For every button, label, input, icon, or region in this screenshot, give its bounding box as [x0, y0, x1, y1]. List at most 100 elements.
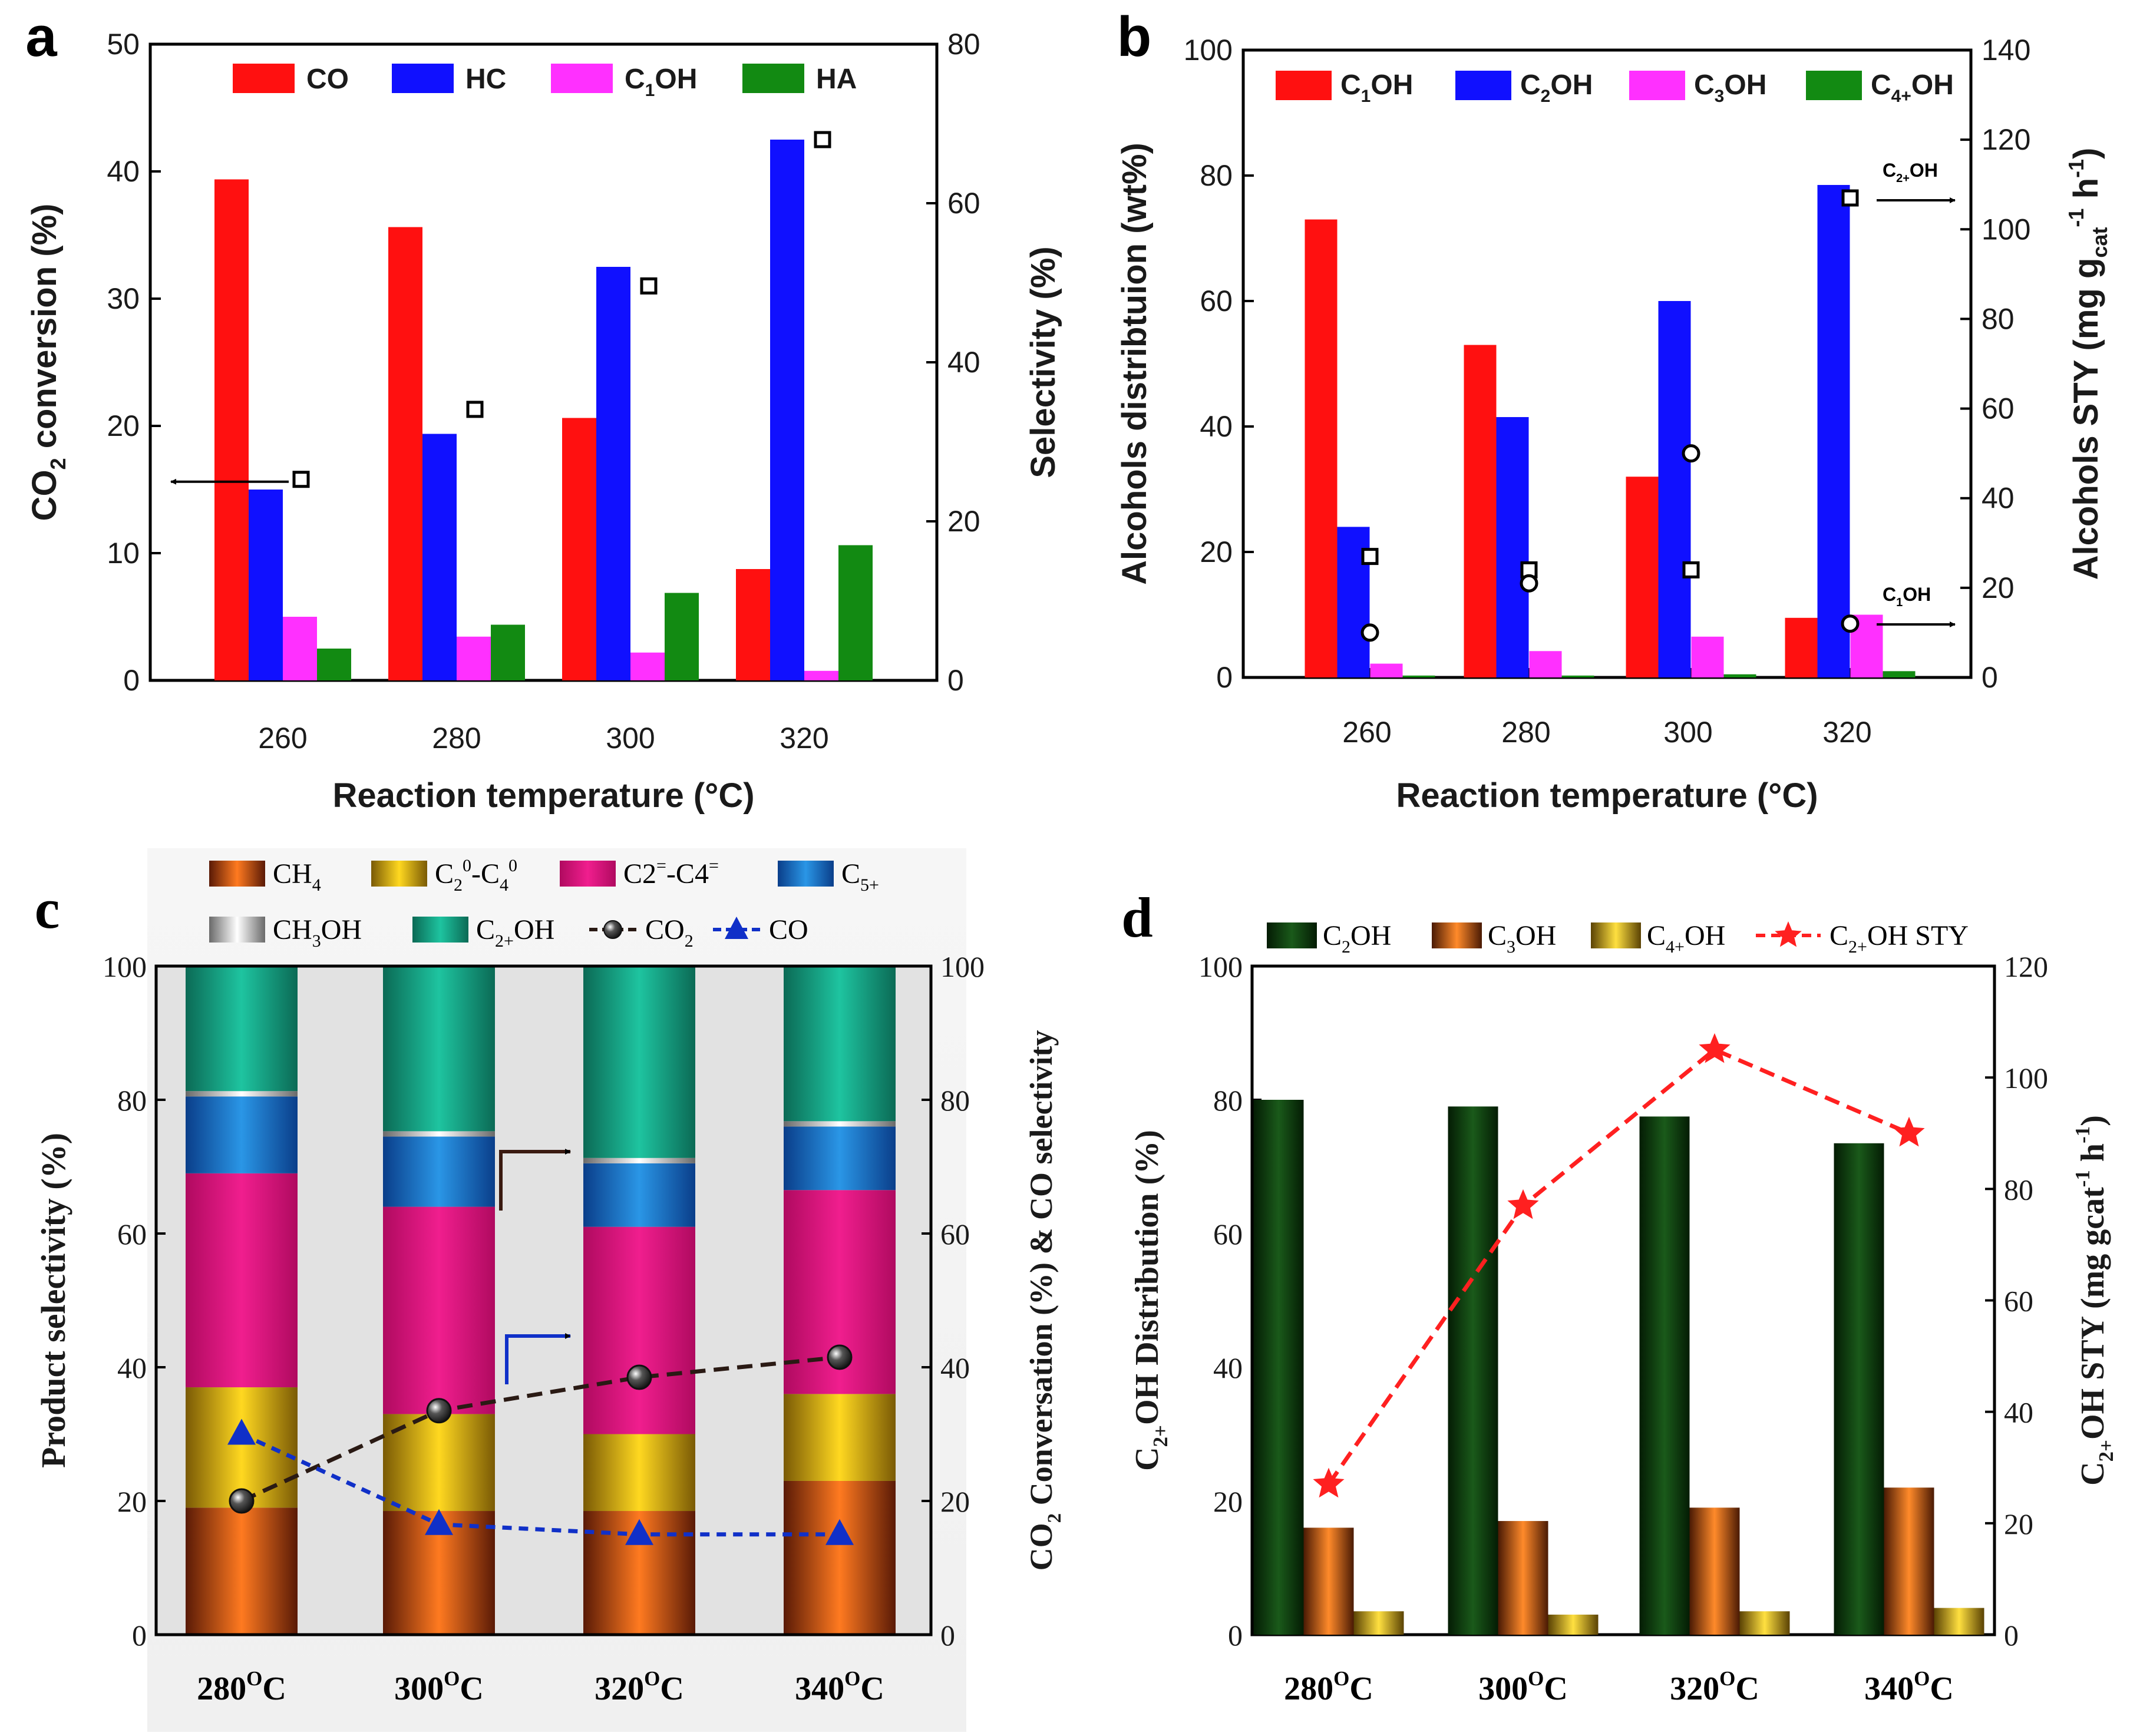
panel-b-xlabel: Reaction temperature (°C): [1396, 776, 1818, 815]
panel-a-conversion-point: [292, 471, 310, 488]
panel-a-bar-hc: [770, 140, 804, 680]
panel-d-legend-swatch: [1591, 922, 1641, 948]
panel-a-bar-ha: [491, 624, 525, 680]
panel-d-legend-sty-marker: [1775, 921, 1802, 947]
panel-b-c2oh-sty-point: [1682, 561, 1700, 578]
panel-d-sty-line: [1327, 1047, 1910, 1486]
panel-b-legend-label: C4+​OH: [1871, 70, 1954, 106]
panel-b-y2-label: 140: [1982, 34, 2030, 67]
panel-c-legend-swatch: [209, 861, 265, 887]
panel-a-x-tick-label: 280: [432, 722, 481, 755]
panel-c-stack-segment: [583, 1163, 695, 1227]
panel-a-y-label: 20: [107, 409, 140, 442]
panel-c-co2-line: [240, 1355, 840, 1503]
panel-d-y-tick-label: 100: [1198, 950, 1243, 983]
panel-a-y2-label: 80: [947, 28, 980, 61]
panel-d-sty-point: [1313, 1467, 1345, 1498]
panel-a-x-tick-label: 320: [780, 722, 828, 755]
panel-c-y-tick-label: 0: [132, 1619, 147, 1652]
panel-d-bar: [1689, 1507, 1740, 1635]
panel-a-bar-c1oh: [804, 670, 838, 680]
panel-c-y-tick-label: 40: [117, 1351, 147, 1384]
panel-b-bar: [1691, 636, 1724, 677]
panel-c-co-line: [240, 1432, 840, 1537]
panel-b-bar: [1561, 675, 1594, 677]
panel-c-co-point: [825, 1519, 854, 1545]
panel-d-x-tick-label: 320O​C: [1670, 1667, 1759, 1707]
panel-a-bar-ha: [665, 593, 699, 680]
panel-a: a 0 10 20 30 40 50 0 20 40 60 80 CO2​ conversion (%)…: [25, 5, 1062, 815]
panel-b-y-label: 20: [1200, 535, 1233, 568]
panel-a-bar-co: [214, 179, 249, 680]
panel-d-y2-tick-label: 0: [2004, 1619, 2019, 1652]
panel-c-stack-segment: [383, 1136, 495, 1207]
panel-a-y2-label: 0: [947, 664, 964, 697]
panel-c-frame: [154, 964, 933, 1636]
panel-c-stack-segment: [583, 1226, 695, 1434]
panel-a-y-label: 10: [107, 537, 140, 570]
panel-d-legend-label: C2​OH: [1323, 920, 1391, 957]
panel-c-co-point: [425, 1509, 453, 1535]
panel-b-c1oh-sty-point: [1682, 444, 1700, 463]
panel-c-y2-tick-label: 0: [940, 1619, 955, 1652]
panel-b-bar: [1496, 417, 1529, 677]
panel-b-y2-label: 20: [1982, 571, 2015, 604]
panel-label-b: b: [1117, 5, 1152, 68]
panel-a-legend-swatch: [551, 64, 613, 93]
panel-b-y-label: 60: [1200, 285, 1233, 318]
panel-d-legend-label: C4+​OH: [1647, 920, 1725, 957]
panel-a-bar-c1oh: [630, 652, 665, 680]
panel-d-bar: [1448, 1106, 1498, 1635]
panel-c-y-tick-label: 100: [103, 950, 147, 983]
panel-a-conversion-point: [466, 401, 484, 418]
panel-d-y-tick-label: 40: [1213, 1351, 1243, 1384]
panel-a-bar-hc: [422, 434, 457, 680]
panel-b-y2-label: 80: [1982, 302, 2015, 335]
panel-d-y2-tick-label: 20: [2004, 1507, 2033, 1540]
panel-a-conversion-point: [640, 277, 658, 295]
panel-c-stack-segment: [186, 1173, 298, 1388]
panel-b-c1oh-sty-point: [1360, 623, 1379, 642]
panel-c-y2-tick-label: 40: [940, 1351, 970, 1384]
panel-a-bar-ha: [317, 649, 351, 680]
panel-c-x-tick-label: 300O​C: [394, 1667, 484, 1707]
panel-d-y2-tick-label: 100: [2004, 1062, 2048, 1094]
panel-c-legend-label: CO2​: [645, 914, 694, 951]
panel-a-bar-co: [562, 418, 596, 680]
panel-c-co-point: [227, 1418, 256, 1445]
panel-d-sty-point: [1893, 1116, 1925, 1147]
panel-c-co2-point: [827, 1344, 853, 1370]
panel-c-y-tick-label: 80: [117, 1084, 147, 1117]
panel-c-co-arrow: [505, 1333, 571, 1384]
panel-label-a: a: [25, 5, 57, 68]
panel-b-legend-swatch: [1276, 71, 1332, 100]
panel-d-legend-swatch: [1432, 922, 1482, 948]
panel-c-y2label: CO2​ Conversation (%) & CO selectivity: [1023, 1030, 1065, 1571]
panel-c-legend-swatch: [412, 917, 468, 943]
panel-c-y-tick-label: 60: [117, 1218, 147, 1251]
panel-b-bar: [1785, 617, 1818, 677]
panel-a-bar-hc: [249, 490, 283, 680]
panel-a-bar-co: [736, 569, 770, 680]
panel-b-legend-label: C3​OH: [1694, 70, 1766, 106]
panel-c-stack-segment: [784, 1126, 896, 1191]
panel-b-y2-label: 120: [1982, 123, 2030, 156]
panel-b-x-tick-label: 300: [1663, 716, 1712, 749]
panel-d-legend-label: C3​OH: [1488, 920, 1556, 957]
panel-b-legend-swatch: [1455, 71, 1511, 100]
panel-a-legend-label: HC: [465, 64, 506, 95]
panel-d-sty-point: [1507, 1189, 1539, 1219]
panel-c-stack-segment: [583, 1434, 695, 1512]
panel-a-legend-label: C1​OH: [625, 64, 697, 100]
panel-a-y-label: 0: [123, 664, 140, 697]
panel-c-co2-point: [626, 1364, 652, 1390]
panel-d-bar: [1303, 1527, 1354, 1635]
panel-b-frame: [1241, 48, 1973, 679]
panel-a-bar-co: [388, 227, 422, 680]
panel-c-legend-label: C2=​-C4=​: [623, 856, 719, 890]
panel-a-x-tick-label: 260: [258, 722, 307, 755]
panel-a-legend-swatch: [233, 64, 295, 93]
panel-a-y-label: 30: [107, 282, 140, 315]
